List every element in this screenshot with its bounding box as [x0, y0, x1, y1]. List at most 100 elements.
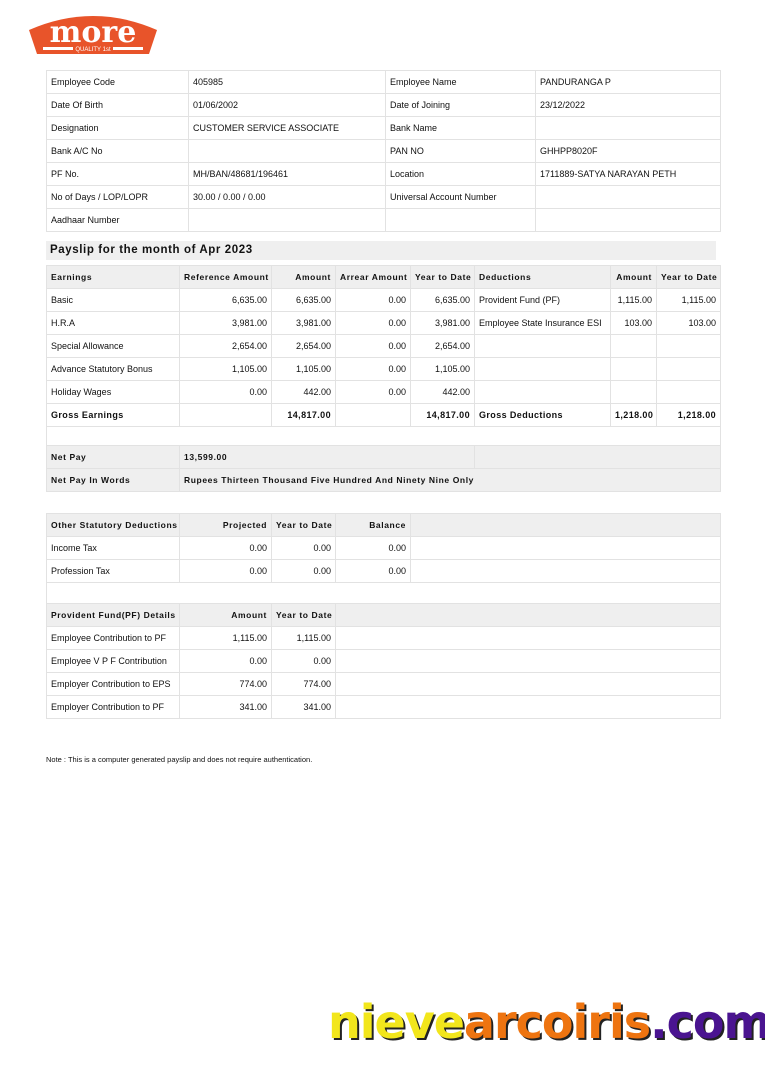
table-row: Income Tax 0.00 0.00 0.00	[46, 536, 721, 560]
table-cell: Date of Joining	[385, 93, 536, 117]
table-cell: Advance Statutory Bonus	[46, 357, 180, 381]
table-cell	[610, 334, 657, 358]
table-row: Employer Contribution to PF 341.00 341.00	[46, 695, 721, 719]
table-cell: 0.00	[271, 559, 336, 583]
table-cell: Provident Fund (PF)	[474, 288, 611, 312]
net-pay-words: Rupees Thirteen Thousand Five Hundred An…	[179, 468, 721, 492]
table-cell	[656, 334, 721, 358]
table-cell: CUSTOMER SERVICE ASSOCIATE	[188, 116, 386, 140]
table-cell: 0.00	[271, 536, 336, 560]
table-cell	[179, 403, 272, 427]
table-cell: 14,817.00	[271, 403, 336, 427]
statutory-table: Other Statutory Deductions Projected Year …	[46, 513, 721, 606]
table-cell: 0.00	[335, 559, 411, 583]
table-cell: H.R.A	[46, 311, 180, 335]
table-cell	[188, 208, 386, 232]
table-cell: Year to Date	[271, 513, 336, 537]
table-cell: Aadhaar Number	[46, 208, 189, 232]
svg-text:more: more	[50, 15, 137, 50]
table-row: PF No. MH/BAN/48681/196461 Location 1711889…	[46, 162, 721, 186]
net-pay-words-label: Net Pay In Words	[46, 468, 180, 492]
watermark-part: arcoiris	[463, 995, 651, 1049]
table-cell	[474, 334, 611, 358]
table-cell: Gross Deductions	[474, 403, 611, 427]
table-cell: Universal Account Number	[385, 185, 536, 209]
table-cell: 1,105.00	[179, 357, 272, 381]
table-cell: Basic	[46, 288, 180, 312]
table-row: Bank A/C No PAN NO GHHPP8020F	[46, 139, 721, 163]
watermark-part: .com	[650, 995, 765, 1049]
net-pay-value: 13,599.00	[179, 445, 475, 469]
table-cell: 0.00	[179, 536, 272, 560]
net-pay-table: Net Pay 13,599.00 Net Pay In Words Rupees …	[46, 445, 721, 492]
table-cell: Designation	[46, 116, 189, 140]
table-cell: 442.00	[410, 380, 475, 404]
table-cell: Employee Code	[46, 70, 189, 94]
table-cell: 0.00	[271, 649, 336, 673]
table-row: Holiday Wages 0.00 442.00 0.00 442.00	[46, 380, 721, 404]
table-row: Employee Code 405985 Employee Name PANDURAN…	[46, 70, 721, 94]
table-cell: 0.00	[335, 334, 411, 358]
employee-info-table: Employee Code 405985 Employee Name PANDURAN…	[46, 70, 721, 232]
table-cell: 341.00	[179, 695, 272, 719]
table-cell: 103.00	[610, 311, 657, 335]
table-cell: 2,654.00	[179, 334, 272, 358]
table-cell: Other Statutory Deductions	[46, 513, 180, 537]
table-cell: No of Days / LOP/LOPR	[46, 185, 189, 209]
table-cell	[535, 208, 721, 232]
payslip-title: Payslip for the month of Apr 2023	[46, 241, 716, 260]
table-cell: Employer Contribution to EPS	[46, 672, 180, 696]
table-cell: 442.00	[271, 380, 336, 404]
table-row: Other Statutory Deductions Projected Year …	[46, 513, 721, 537]
table-cell: 1,115.00	[271, 626, 336, 650]
table-cell	[656, 380, 721, 404]
table-cell: 0.00	[179, 559, 272, 583]
table-cell: Balance	[335, 513, 411, 537]
table-row: Gross Earnings 14,817.00 14,817.00 Gross De…	[46, 403, 721, 427]
table-row: Provident Fund(PF) Details Amount Year to …	[46, 603, 721, 627]
table-cell: 30.00 / 0.00 / 0.00	[188, 185, 386, 209]
table-row: Basic 6,635.00 6,635.00 0.00 6,635.00 Provide…	[46, 288, 721, 312]
table-cell: 0.00	[179, 380, 272, 404]
table-cell	[656, 357, 721, 381]
table-cell: 1,218.00	[610, 403, 657, 427]
table-cell: 14,817.00	[410, 403, 475, 427]
table-cell: 6,635.00	[179, 288, 272, 312]
table-cell: 1,115.00	[610, 288, 657, 312]
table-row: Designation CUSTOMER SERVICE ASSOCIATE Ban…	[46, 116, 721, 140]
earnings-deductions-table: Earnings Reference Amount Amount Arrear Amo…	[46, 265, 721, 450]
table-cell	[474, 357, 611, 381]
table-cell: Employee Name	[385, 70, 536, 94]
more-logo: more QUALITY 1st	[29, 15, 157, 54]
table-cell: Bank A/C No	[46, 139, 189, 163]
table-row: Employee Contribution to PF 1,115.00 1,115…	[46, 626, 721, 650]
footer-note: Note : This is a computer generated pays…	[46, 755, 313, 764]
table-cell	[474, 380, 611, 404]
table-cell: Bank Name	[385, 116, 536, 140]
table-cell: MH/BAN/48681/196461	[188, 162, 386, 186]
table-cell: 0.00	[179, 649, 272, 673]
table-cell: GHHPP8020F	[535, 139, 721, 163]
table-row: Profession Tax 0.00 0.00 0.00	[46, 559, 721, 583]
table-cell: 103.00	[656, 311, 721, 335]
table-row: H.R.A 3,981.00 3,981.00 0.00 3,981.00 Employe…	[46, 311, 721, 335]
table-cell: 774.00	[179, 672, 272, 696]
watermark: nievearcoiris.com	[328, 995, 765, 1049]
table-cell: Reference Amount	[179, 265, 272, 289]
table-cell: 1,218.00	[656, 403, 721, 427]
table-cell: 0.00	[335, 311, 411, 335]
table-cell: Employee State Insurance ESI	[474, 311, 611, 335]
table-cell: 774.00	[271, 672, 336, 696]
watermark-part: nieve	[328, 995, 465, 1049]
table-cell: Projected	[179, 513, 272, 537]
table-cell: 0.00	[335, 536, 411, 560]
table-row: Employer Contribution to EPS 774.00 774.00	[46, 672, 721, 696]
table-cell: 3,981.00	[179, 311, 272, 335]
table-cell	[610, 357, 657, 381]
table-cell: Employer Contribution to PF	[46, 695, 180, 719]
table-cell: 1,105.00	[410, 357, 475, 381]
table-cell: Profession Tax	[46, 559, 180, 583]
pf-table: Provident Fund(PF) Details Amount Year to …	[46, 603, 721, 719]
table-cell: Year to Date	[271, 603, 336, 627]
table-cell	[188, 139, 386, 163]
